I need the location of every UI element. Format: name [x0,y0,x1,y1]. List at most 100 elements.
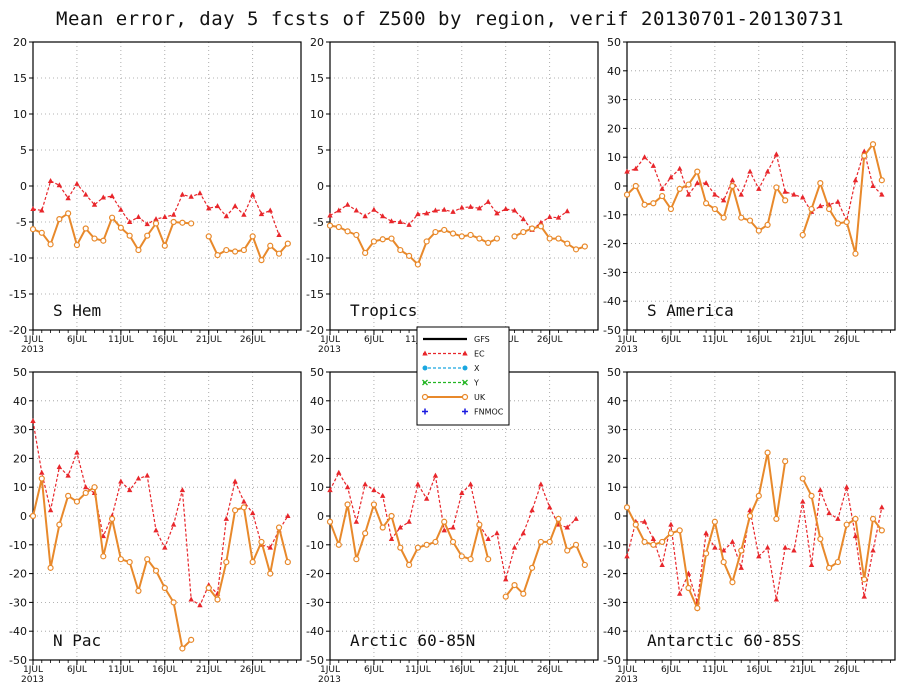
data-point-uk [685,584,692,592]
data-point-uk [258,538,265,546]
data-point-ec [362,213,368,219]
x-tick-label: 26JUL [834,665,860,675]
y-tick-label: 0 [614,180,621,193]
legend-marker-x [422,365,428,371]
data-point-ec [179,191,186,197]
data-point-uk [729,579,736,586]
y-tick-label: -50 [9,654,27,667]
data-point-uk [650,200,657,207]
data-point-ec [388,536,395,542]
data-point-ec [47,177,54,183]
y-tick-label: 5 [20,144,27,157]
data-point-uk [546,538,553,546]
x-tick-label: 1JUL [23,665,43,675]
data-point-ec [694,180,700,186]
legend-marker-y [422,379,428,386]
data-point-ec [249,510,256,516]
data-point-ec [879,191,885,197]
y-tick-label: 10 [310,481,324,494]
figure-title: Mean error, day 5 fcsts of Z500 by regio… [56,8,844,30]
data-point-ec [441,527,447,533]
data-point-uk [161,242,168,249]
data-point-uk [275,250,283,257]
data-point-ec [47,507,54,513]
data-point-ec [406,518,412,524]
data-point-ec [223,213,230,219]
data-point-uk [91,235,98,242]
x-tick-label: 26JUL [537,665,563,675]
data-point-uk [267,242,274,249]
data-point-uk [676,185,683,192]
y-tick-label: 10 [607,151,621,164]
data-point-ec [144,221,150,227]
data-point-uk [537,538,544,546]
data-point-uk [702,550,710,557]
data-point-uk [117,224,124,231]
y-tick-label: -40 [9,625,27,638]
y-tick-label: 20 [310,452,324,465]
legend-marker-ec [422,350,428,356]
data-point-uk [326,222,334,229]
data-point-uk [476,521,483,528]
data-point-ec [65,472,71,478]
data-point-ec [641,154,648,160]
data-point-uk [405,561,413,569]
data-point-uk [623,504,631,511]
y-tick-label: 40 [310,395,324,408]
data-point-uk [720,558,727,566]
data-point-ec [153,216,159,222]
data-point-uk [528,564,536,571]
data-point-uk [100,553,107,560]
data-point-ec [529,507,535,513]
data-point-uk [764,221,771,228]
y-tick-label: 20 [607,452,621,465]
legend-label: FNMOC [474,408,504,417]
y-tick-label: 0 [614,510,621,523]
y-tick-label: -20 [603,238,621,251]
data-point-uk [449,230,457,237]
y-tick-label: -30 [603,266,621,279]
data-point-ec [520,530,527,536]
panel-0: -20 -15 -10 -5 0 5 10 15 20 1JUL 6JUL 11JUL 16JUL 21J… [9,36,302,355]
y-tick-label: 50 [13,366,27,379]
y-tick-label: -20 [9,568,27,581]
data-point-ec [511,544,518,550]
data-point-uk [284,558,291,566]
region-label: S Hem [53,301,101,320]
data-point-ec [773,151,780,157]
data-point-uk [825,564,833,571]
data-point-uk [755,492,762,499]
y-tick-label: 10 [310,108,324,121]
data-point-uk [135,587,142,594]
legend-box [416,326,510,426]
data-point-uk [379,524,386,531]
data-point-ec [485,536,491,542]
data-point-uk [82,489,89,497]
data-point-uk [152,220,160,227]
data-point-uk [632,521,639,528]
data-point-ec [677,590,683,596]
data-point-ec [773,596,780,602]
data-point-uk [423,238,430,245]
data-point-uk [773,184,780,191]
panel-3: -50 -40 -30 -20 -10 0 10 20 30 40 50 1JUL 6JUL 11JUL 1… [9,366,302,685]
data-point-ec [241,498,247,504]
x-tick-label: 21JUL [196,335,222,345]
y-tick-label: 0 [20,180,27,193]
y-tick-label: 10 [13,481,27,494]
y-tick-label: -5 [16,216,27,229]
data-point-ec [344,484,351,490]
data-point-ec [852,533,859,539]
data-point-ec [30,417,36,423]
data-point-uk [188,636,195,643]
data-point-ec [729,538,736,544]
region-label: N Pac [53,631,101,650]
data-point-uk [73,498,81,505]
data-point-uk [441,226,448,234]
data-point-ec [144,472,150,478]
data-point-uk [458,233,465,240]
year-label: 2013 [21,675,44,685]
data-point-ec [126,219,133,224]
